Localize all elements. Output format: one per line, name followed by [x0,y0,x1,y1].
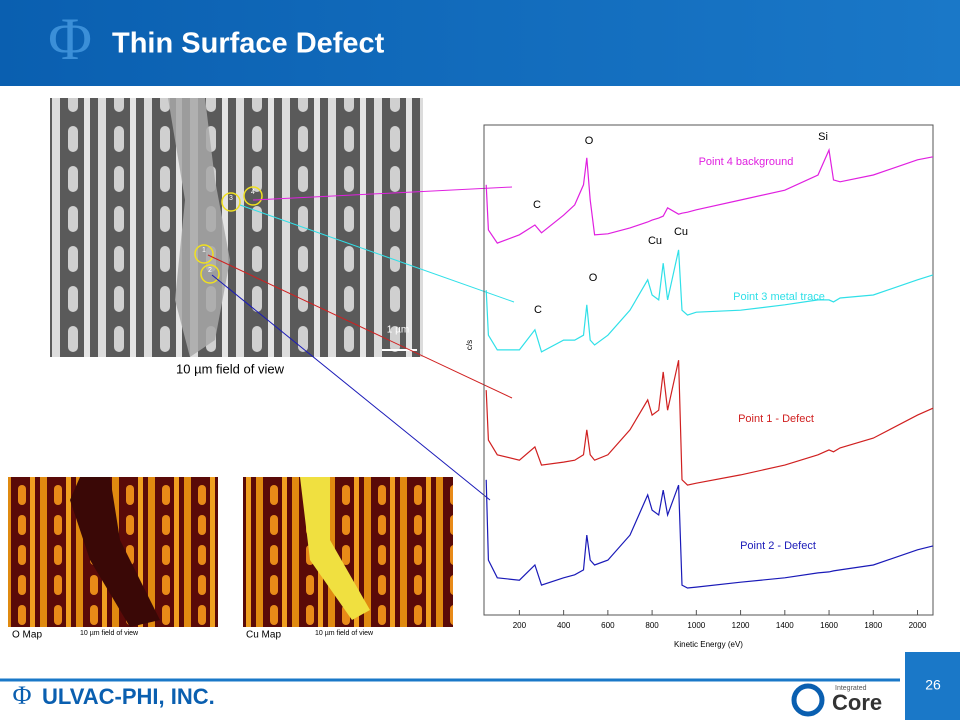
x-tick-label: 1200 [732,621,750,630]
y-axis-label: c/s [465,340,474,350]
brand-small: Integrated [835,685,867,692]
peak-label: Si [818,131,828,143]
x-tick-label: 600 [601,621,615,630]
point-markers [194,186,263,284]
defect [168,98,230,357]
x-tick-label: 400 [557,621,571,630]
point-label: 3 [229,195,233,202]
point-label: 2 [208,267,212,274]
o-map-defect [70,477,160,627]
map-caption: 10 µm field of view [315,630,374,637]
page-number: 26 [925,677,941,693]
spectrum-line [485,479,934,589]
map-label: Cu Map [246,630,281,641]
sem-caption: 10 µm field of view [176,361,285,376]
arrows [207,186,515,501]
company: ULVAC-PHI, INC. [42,684,215,709]
brand: Core [832,690,882,715]
x-tick-label: 200 [513,621,527,630]
x-tick-label: 2000 [909,621,927,630]
plot-frame [483,124,934,616]
cu-map-defect [300,477,370,620]
logo: Φ [48,6,92,72]
point-label: 4 [251,189,255,196]
map-label: O Map [12,630,42,641]
map-caption: 10 µm field of view [80,630,139,637]
x-axis-label: Kinetic Energy (eV) [674,640,743,649]
series-label: Point 3 metal trace [733,291,825,303]
page-box [905,652,960,720]
peak-label: Cu [674,226,688,238]
peak-label: O [585,135,594,147]
sem-image [50,98,423,357]
scale-label: 1 µm [387,325,409,336]
peak-label: Cu [648,235,662,247]
series-label: Point 2 - Defect [740,540,816,552]
peak-label: O [589,272,598,284]
footer-logo: Φ [12,681,31,710]
brand-logo [791,683,825,717]
header-bar [0,0,960,86]
slide-title: Thin Surface Defect [112,28,385,60]
spectrum-line [485,360,934,486]
x-tick-label: 1400 [776,621,794,630]
x-tick-label: 1000 [687,621,705,630]
spectrum-line [485,147,934,244]
point-label: 1 [202,247,206,254]
spectrum-line [485,249,934,353]
series-label: Point 1 - Defect [738,413,814,425]
x-tick-label: 1600 [820,621,838,630]
x-tick-label: 800 [645,621,659,630]
peak-label: C [534,304,542,316]
series-label: Point 4 background [699,156,794,168]
x-tick-label: 1800 [864,621,882,630]
peak-label: C [533,199,541,211]
